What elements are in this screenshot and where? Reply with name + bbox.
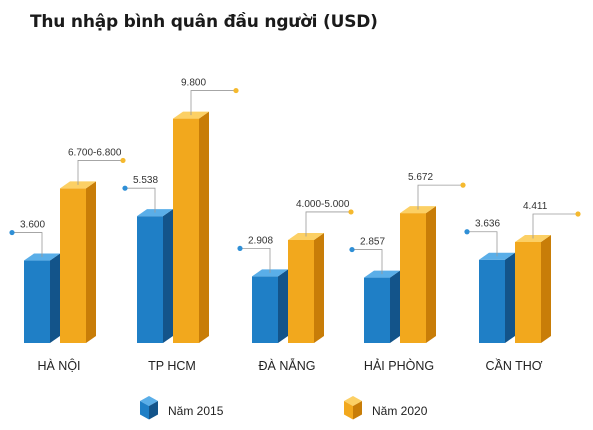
bar-2015-front <box>24 260 50 343</box>
bar-2020-side <box>541 234 551 343</box>
legend-2020-swatch-left <box>344 401 353 420</box>
bar-2015-callout-line <box>352 249 383 275</box>
bar-2015-callout-dot <box>237 245 243 252</box>
bar-2015-side <box>390 270 400 343</box>
bar-2020-side <box>86 181 96 343</box>
bar-2020-front <box>400 213 426 343</box>
bar-2020-callout-line <box>190 90 236 116</box>
bar-2020-front <box>173 118 199 343</box>
bar-2020-callout-line <box>417 184 463 210</box>
category-label: TP HCM <box>148 359 196 373</box>
bar-2015-callout-dot <box>349 246 355 253</box>
bar-2020-value-label: 5.672 <box>408 172 433 183</box>
bar-2015-callout-line <box>125 187 156 213</box>
bar-2015-callout-dot <box>464 229 470 235</box>
bar-2015-side <box>505 252 515 343</box>
bar-2020-front <box>288 239 314 343</box>
bar-2015-value-label: 5.538 <box>133 175 158 186</box>
bar-2020-side <box>199 111 209 343</box>
bar-2020-callout-dot <box>233 87 239 94</box>
bar-2020-front <box>60 188 86 343</box>
chart-title: Thu nhập bình quân đầu người (USD) <box>30 12 378 32</box>
bar-2020-front <box>515 241 541 343</box>
category-label: HẢI PHÒNG <box>364 358 434 373</box>
bar-2020-callout-line <box>305 211 351 237</box>
bar-2015-value-label: 2.857 <box>360 237 385 248</box>
bar-2015-value-label: 3.600 <box>20 220 45 231</box>
bar-2020-side <box>314 232 324 343</box>
bar-2020-callout-line <box>532 213 578 239</box>
bar-2015-front <box>364 277 390 343</box>
bar-2020-callout-dot <box>575 211 581 217</box>
bar-2020-value-label: 6.700-6.800 <box>68 147 122 158</box>
bar-2015-callout-line <box>240 248 271 273</box>
bar-2015-front <box>479 259 505 343</box>
bar-2015-value-label: 2.908 <box>248 235 273 246</box>
legend-2015-swatch-right <box>149 401 158 420</box>
bar-2015-callout-dot <box>9 229 15 236</box>
bar-2015-side <box>163 209 173 343</box>
legend-2020-swatch-right <box>353 401 362 420</box>
bar-2015-front <box>252 276 278 343</box>
bar-2020-callout-dot <box>348 209 354 215</box>
bar-2015-side <box>50 253 60 343</box>
legend-2015-label: Năm 2015 <box>168 404 224 418</box>
category-label: HÀ NỘI <box>37 358 80 373</box>
bar-2015-value-label: 3.636 <box>475 219 500 230</box>
bar-2015-side <box>278 269 288 343</box>
bar-2020-value-label: 4.000-5.000 <box>296 199 350 210</box>
category-label: CẦN THƠ <box>485 358 542 373</box>
bar-2015-callout-line <box>467 231 498 257</box>
category-label: ĐÀ NẴNG <box>259 358 316 373</box>
bar-2020-side <box>426 206 436 343</box>
bar-2015-front <box>137 216 163 343</box>
bar-2020-value-label: 4.411 <box>523 201 548 212</box>
bar-2015-callout-dot <box>122 185 128 191</box>
bar-2020-callout-dot <box>460 182 466 188</box>
legend-2020-label: Năm 2020 <box>372 404 428 418</box>
legend-2015-swatch-left <box>140 401 149 420</box>
bar-2020-callout-line <box>77 160 123 185</box>
bar-2020-callout-dot <box>120 157 126 164</box>
bar-2020-value-label: 9.800 <box>181 78 206 89</box>
bar-2015-callout-line <box>12 232 43 258</box>
